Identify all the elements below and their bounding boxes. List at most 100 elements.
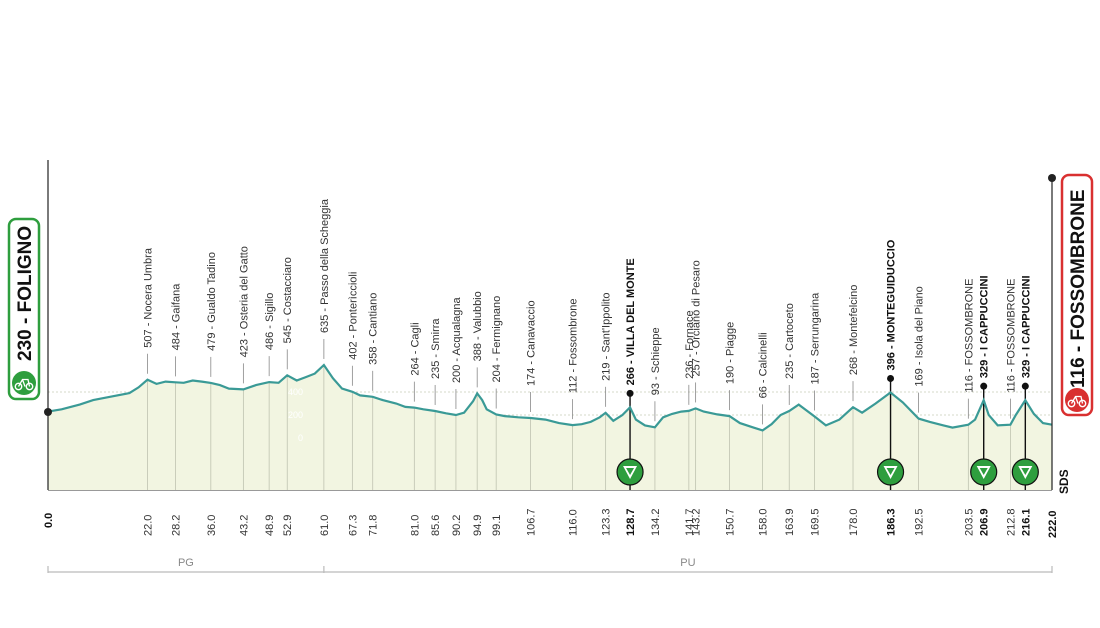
waypoint-km-label: 163.9 (784, 508, 796, 536)
waypoint-km-label: 106.7 (526, 508, 538, 536)
waypoint-label: 423 - Osteria del Gatto (238, 246, 250, 357)
waypoint-km-label: 141.7 (684, 508, 696, 536)
waypoint-km-label: 186.3 (886, 508, 898, 536)
waypoint-km-label: 128.7 (625, 508, 637, 536)
waypoint-label: 93 - Schieppe (650, 327, 662, 395)
region-band: PG PU (47, 557, 1053, 573)
waypoint-label: 329 - I CAPPUCCINI (979, 275, 991, 378)
waypoint-km-label: 178.0 (848, 508, 860, 536)
waypoint-km-label: 85.6 (430, 515, 442, 536)
waypoint-km-label: 123.3 (601, 508, 613, 536)
gpm-summit-dot (626, 389, 634, 397)
waypoint-droplines (147, 338, 1029, 490)
waypoint-label: 235 - Cartoceto (784, 303, 796, 379)
region-label: PG (178, 557, 194, 569)
gpm-summit-dot (1021, 382, 1029, 390)
waypoint-km-label: 143.2 (691, 508, 703, 536)
waypoint-label: 507 - Nocera Umbra (142, 247, 154, 348)
waypoint-km-label: 216.1 (1020, 508, 1032, 536)
gpm-markers (616, 458, 1039, 486)
waypoint-label: 187 - Serrungarina (810, 292, 822, 385)
waypoint-km-label: 43.2 (238, 515, 250, 536)
waypoint-label: 169 - Isola del Piano (914, 286, 926, 386)
waypoint-label: 236 - Fornace (684, 310, 696, 378)
waypoint-km-label: 81.0 (409, 515, 421, 536)
start-town-label: 230 - FOLIGNO (15, 226, 36, 361)
waypoint-km-label: 71.8 (368, 515, 380, 536)
sprint-gate-icon (1065, 388, 1089, 412)
waypoint-km-label: 48.9 (264, 515, 276, 536)
waypoint-label: 484 - Gaifana (171, 283, 183, 351)
waypoint-label: 388 - Valubbio (472, 291, 484, 361)
waypoint-km-label: 116.0 (568, 509, 580, 536)
waypoint-km-label: 203.5 (963, 508, 975, 536)
waypoint-label: 402 - Ponterìccioli (347, 272, 359, 360)
region-label: PU (680, 557, 695, 569)
gpm-climb-icon (970, 458, 998, 486)
waypoint-km-label: 22.0 (142, 515, 154, 536)
finish-marker: 116 - FOSSOMBRONE (1048, 173, 1094, 490)
finish-town-label: 116 - FOSSOMBRONE (1068, 190, 1089, 389)
waypoint-label: 116 - FOSSOMBRONE (963, 279, 975, 393)
gpm-summit-dot (980, 382, 988, 390)
waypoint-label: 219 - Sant'Ippolito (601, 292, 613, 380)
altitude-tick-label: 400 (288, 387, 303, 397)
waypoint-label: 396 - MONTEGUIDUCCIO (886, 239, 898, 370)
waypoint-km-label: 150.7 (725, 508, 737, 536)
waypoint-label: 174 - Canavaccio (526, 300, 538, 386)
waypoint-label: 235 - Smirra (430, 318, 442, 379)
waypoint-labels: 507 - Nocera Umbra 484 - Gaifana 479 - Gua… (142, 198, 1032, 398)
waypoint-label: 486 - Sigillo (264, 293, 276, 350)
gpm-summit-dot (887, 374, 895, 382)
altitude-ticks: 0 200 400 (288, 387, 303, 443)
waypoint-km-label: 212.8 (1005, 508, 1017, 536)
waypoint-km-label: 67.3 (347, 515, 359, 536)
altitude-tick-label: 200 (288, 410, 303, 420)
waypoint-label: 204 - Fermignano (491, 296, 503, 383)
waypoint-label: 358 - Cantiano (368, 293, 380, 365)
finish-town-box (1060, 173, 1094, 417)
profile-line (47, 363, 1053, 432)
waypoint-label: 545 - Costacciaro (282, 257, 294, 343)
finish-km-label: 222.0 (1047, 510, 1059, 538)
waypoint-label: 479 - Gualdo Tadino (206, 252, 218, 351)
waypoint-label: 112 - Fossombrone (568, 299, 580, 394)
gpm-icon-inner (886, 468, 895, 475)
waypoint-label: 329 - I CAPPUCCINI (1020, 275, 1032, 378)
waypoint-km-label: 206.9 (979, 508, 991, 536)
waypoint-km-label: 61.0 (319, 515, 331, 536)
gpm-icon-inner (1021, 468, 1030, 475)
start-marker: 230 - FOLIGNO (7, 160, 52, 490)
waypoint-label: 66 - Calcinelli (758, 332, 770, 398)
profile-area (48, 365, 1052, 490)
waypoint-km-label: 36.0 (206, 515, 218, 536)
waypoint-label: 635 - Passo della Scheggia (319, 198, 331, 333)
waypoint-km-label: 134.2 (650, 508, 662, 536)
waypoint-km-label: 94.9 (472, 515, 484, 536)
gpm-icon-inner (626, 468, 635, 475)
waypoint-label: 264 - Cagli (409, 322, 421, 375)
km-labels: 22.0 28.2 36.0 43.2 48.9 52.9 61.0 67.3 71.8 81.0… (142, 508, 1032, 536)
waypoint-km-label: 52.9 (282, 515, 294, 536)
waypoint-label: 266 - VILLA DEL MONTE (625, 258, 637, 385)
gpm-climb-icon (1011, 458, 1039, 486)
gpm-climb-icon (876, 458, 905, 486)
sds-label: SDS (1057, 469, 1071, 494)
gpm-climb-icon (616, 458, 644, 486)
waypoint-km-label: 169.5 (810, 508, 822, 536)
waypoint-km-label: 28.2 (171, 515, 183, 536)
sprint-gate-icon (12, 371, 36, 395)
altitude-tick-label: 0 (298, 433, 303, 443)
waypoint-label: 200 - Acqualagna (451, 296, 463, 383)
waypoint-label: 268 - Montefelcino (848, 285, 860, 376)
waypoint-label: 257 - Orciano di Pesaro (691, 260, 703, 376)
waypoint-label: 116 - FOSSOMBRONE (1005, 279, 1017, 393)
start-town-box (7, 217, 41, 401)
waypoint-km-label: 158.0 (758, 508, 770, 536)
waypoint-km-label: 90.2 (451, 515, 463, 536)
gpm-icon-inner (979, 468, 988, 475)
waypoint-km-label: 192.5 (914, 508, 926, 536)
waypoint-label: 190 - Piagge (725, 322, 737, 384)
start-km-label: 0.0 (43, 513, 55, 528)
